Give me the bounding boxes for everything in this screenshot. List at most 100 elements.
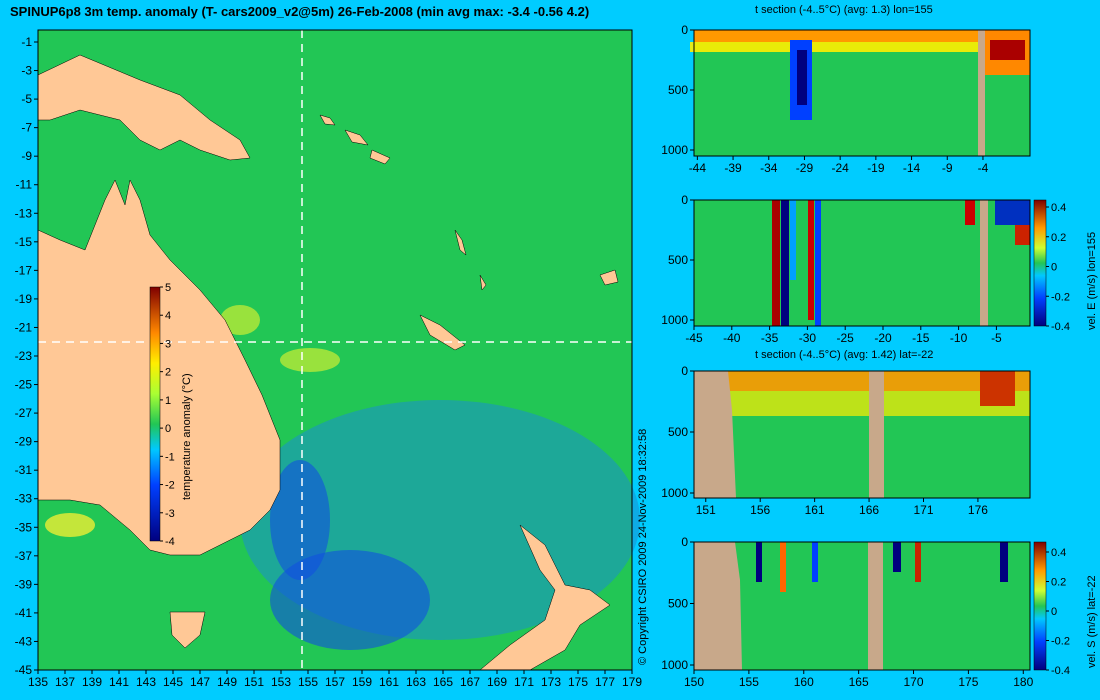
y-tick-label: -23	[15, 349, 33, 363]
colorbar-tick-label: 5	[165, 282, 171, 294]
y-tick-label: -25	[15, 378, 33, 392]
colorbar-tick-label: -4	[165, 536, 175, 548]
colorbar-tick-label: -0.4	[1051, 665, 1070, 677]
copyright-text: © Copyright CSIRO 2009 24-Nov-2009 18:32…	[637, 429, 649, 665]
y-tick-label: -39	[15, 577, 33, 591]
colorbar-tick-label: 0.2	[1051, 577, 1066, 589]
colorbar-tick-label: 2	[165, 367, 171, 379]
y-tick-label: -9	[21, 149, 32, 163]
map-warm-anomaly	[280, 348, 340, 372]
x-tick-label: 161	[805, 503, 825, 517]
x-tick-label: 151	[244, 675, 264, 689]
x-tick-label: -25	[837, 331, 855, 345]
vanuatu	[454, 229, 487, 291]
y-tick-label: 1000	[661, 486, 688, 500]
vel-e-section-panel	[693, 199, 1031, 327]
x-tick-label: 139	[82, 675, 102, 689]
x-tick-label: 163	[406, 675, 426, 689]
x-tick-label: -40	[723, 331, 741, 345]
y-tick-label: 0	[681, 364, 688, 378]
map-warm-anomaly	[220, 305, 260, 335]
colorbar-tick-label: 4	[165, 310, 171, 322]
y-tick-label: 0	[681, 535, 688, 549]
vel-s-colorbar	[1033, 541, 1047, 671]
x-tick-label: 166	[859, 503, 879, 517]
y-tick-label: -21	[15, 320, 33, 334]
t-section-lat-title: t section (-4..5°C) (avg: 1.42) lat=-22	[755, 349, 934, 361]
y-tick-label: -19	[15, 292, 33, 306]
y-tick-label: -29	[15, 435, 33, 449]
vel-e-colorbar-label: vel. E (m/s) lon=155	[1086, 232, 1098, 330]
new-zealand	[479, 524, 611, 671]
y-tick-label: 1000	[661, 658, 688, 672]
x-tick-label: 170	[904, 675, 924, 689]
x-tick-label: 153	[271, 675, 291, 689]
y-tick-label: -43	[15, 634, 33, 648]
x-tick-label: 135	[28, 675, 48, 689]
x-tick-label: -44	[689, 161, 707, 175]
x-tick-label: 167	[460, 675, 480, 689]
x-tick-label: -9	[942, 161, 953, 175]
y-tick-label: 1000	[661, 313, 688, 327]
x-tick-label: 145	[163, 675, 183, 689]
x-tick-label: 175	[958, 675, 978, 689]
y-tick-label: 500	[668, 83, 688, 97]
x-tick-label: -20	[874, 331, 892, 345]
colorbar-tick-label: 3	[165, 338, 171, 350]
x-tick-label: -24	[831, 161, 849, 175]
x-tick-label: -45	[685, 331, 703, 345]
colorbar-tick-label: 0	[1051, 262, 1057, 274]
x-tick-label: 171	[514, 675, 534, 689]
map-colorbar-label: temperature anomaly (°C)	[181, 373, 193, 500]
x-tick-label: -19	[867, 161, 885, 175]
x-tick-label: -14	[903, 161, 921, 175]
colorbar-tick-label: -1	[165, 451, 175, 463]
x-tick-label: 165	[433, 675, 453, 689]
x-tick-label: 180	[1013, 675, 1033, 689]
y-tick-label: -35	[15, 520, 33, 534]
colorbar-tick-label: -0.4	[1051, 321, 1070, 333]
fiji	[599, 269, 619, 286]
colorbar-tick-label: 0.4	[1051, 202, 1066, 214]
page-title: SPINUP6p8 3m temp. anomaly (T- cars2009_…	[10, 4, 590, 19]
x-tick-label: -30	[799, 331, 817, 345]
y-tick-label: 1000	[661, 143, 688, 157]
x-tick-label: -29	[796, 161, 814, 175]
x-tick-label: 173	[541, 675, 561, 689]
new-guinea	[37, 54, 251, 161]
x-tick-label: 151	[696, 503, 716, 517]
map-cool-anomaly	[270, 460, 330, 580]
vel-e-colorbar	[1033, 199, 1047, 327]
y-tick-label: -17	[15, 263, 33, 277]
y-tick-label: -27	[15, 406, 33, 420]
y-tick-label: 500	[668, 253, 688, 267]
x-tick-label: 157	[325, 675, 345, 689]
x-tick-label: 156	[750, 503, 770, 517]
x-tick-label: 141	[109, 675, 129, 689]
y-tick-label: -15	[15, 235, 33, 249]
t-section-lon-panel	[690, 29, 1031, 157]
x-tick-label: 169	[487, 675, 507, 689]
x-tick-label: 150	[684, 675, 704, 689]
x-tick-label: 143	[136, 675, 156, 689]
y-tick-label: -3	[21, 64, 32, 78]
y-tick-label: -45	[15, 663, 33, 677]
x-tick-label: -4	[978, 161, 989, 175]
colorbar-tick-label: -3	[165, 508, 175, 520]
x-tick-label: -5	[991, 331, 1002, 345]
colorbar-tick-label: 0	[165, 423, 171, 435]
t-section-lon-title: t section (-4..5°C) (avg: 1.3) lon=155	[755, 4, 933, 16]
x-tick-label: 161	[379, 675, 399, 689]
y-tick-label: -33	[15, 492, 33, 506]
y-tick-label: 500	[668, 597, 688, 611]
colorbar-tick-label: -0.2	[1051, 291, 1070, 303]
colorbar-tick-label: 0.4	[1051, 547, 1066, 559]
x-tick-label: 179	[622, 675, 642, 689]
y-tick-label: 0	[681, 23, 688, 37]
new-caledonia	[419, 314, 466, 351]
x-tick-label: 155	[739, 675, 759, 689]
map-warm-anomaly	[45, 513, 95, 537]
y-tick-label: -31	[15, 463, 33, 477]
t-section-lat-panel	[693, 370, 1031, 499]
y-tick-label: 500	[668, 425, 688, 439]
